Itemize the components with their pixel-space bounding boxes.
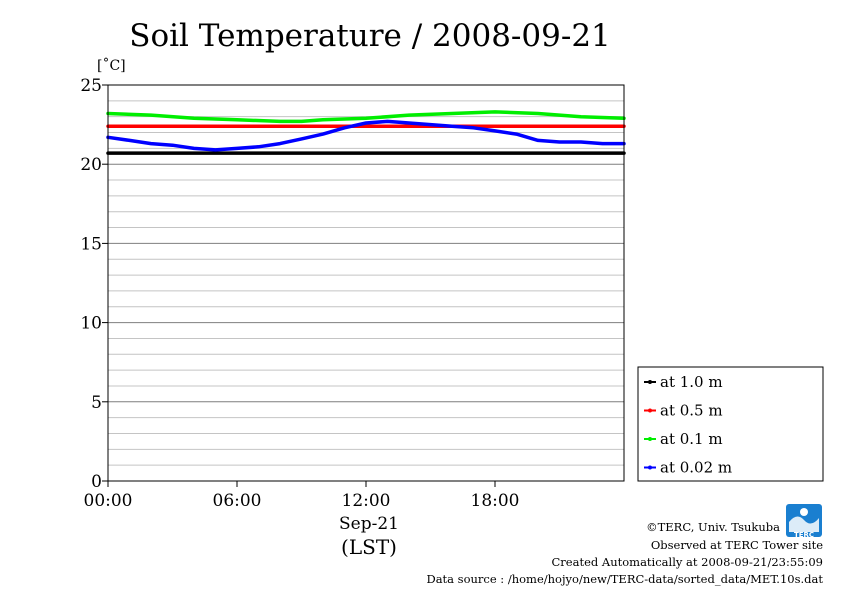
logo-drop-icon: [800, 508, 808, 516]
chart: Soil Temperature / 2008-09-21 [˚C] 0 5 10 1…: [0, 0, 842, 595]
y-tick-label: 0: [91, 472, 102, 492]
source-text: Data source : /home/hojyo/new/TERC-data/…: [426, 572, 823, 586]
x-axis-label: (LST): [341, 535, 397, 559]
terc-logo: TERC: [786, 504, 822, 539]
y-tick-label: 10: [80, 314, 102, 334]
created-text: Created Automatically at 2008-09-21/23:5…: [552, 555, 824, 569]
legend-marker: [648, 466, 652, 470]
y-axis: 0 5 10 15 20 25: [80, 76, 108, 492]
legend-label: at 0.02 m: [660, 459, 732, 477]
chart-title: Soil Temperature / 2008-09-21: [129, 18, 611, 54]
legend-marker: [648, 380, 652, 384]
x-date-label: Sep-21: [339, 514, 399, 534]
legend-label: at 0.1 m: [660, 430, 723, 448]
grid: [108, 101, 624, 465]
plot-frame: [108, 85, 624, 481]
legend-label: at 1.0 m: [660, 373, 723, 391]
x-tick-label: 00:00: [84, 491, 133, 511]
y-tick-label: 5: [91, 393, 102, 413]
y-axis-unit: [˚C]: [97, 57, 126, 74]
legend-marker: [648, 437, 652, 441]
observed-text: Observed at TERC Tower site: [651, 538, 823, 552]
x-tick-label: 12:00: [342, 491, 391, 511]
x-tick-label: 18:00: [471, 491, 520, 511]
y-tick-label: 15: [80, 234, 102, 254]
legend-label: at 0.5 m: [660, 402, 723, 420]
y-tick-label: 25: [80, 76, 102, 96]
copyright-text: ©TERC, Univ. Tsukuba: [646, 520, 780, 534]
legend: at 1.0 m at 0.5 m at 0.1 m at 0.02 m: [638, 367, 823, 481]
x-tick-label: 06:00: [213, 491, 262, 511]
y-tick-label: 20: [80, 155, 102, 175]
x-axis: 00:00 06:00 12:00 18:00: [84, 481, 520, 511]
legend-marker: [648, 409, 652, 413]
